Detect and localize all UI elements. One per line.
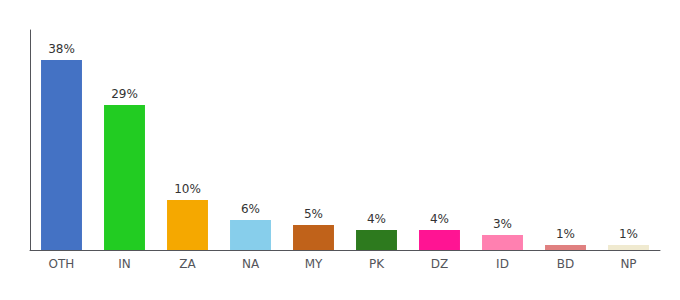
svg-text:MY: MY — [305, 257, 323, 271]
svg-text:BD: BD — [557, 257, 574, 271]
svg-text:29%: 29% — [111, 87, 138, 101]
svg-text:DZ: DZ — [431, 257, 448, 271]
svg-text:NA: NA — [242, 257, 260, 271]
svg-text:PK: PK — [369, 257, 385, 271]
svg-text:ID: ID — [496, 257, 509, 271]
svg-text:3%: 3% — [493, 217, 512, 231]
svg-text:10%: 10% — [174, 182, 201, 196]
svg-text:OTH: OTH — [49, 257, 75, 271]
svg-text:6%: 6% — [241, 202, 260, 216]
svg-text:NP: NP — [620, 257, 636, 271]
svg-text:38%: 38% — [48, 42, 75, 56]
svg-text:1%: 1% — [556, 227, 575, 241]
svg-text:ZA: ZA — [179, 257, 196, 271]
svg-text:1%: 1% — [619, 227, 638, 241]
svg-text:4%: 4% — [430, 212, 449, 226]
svg-text:4%: 4% — [367, 212, 386, 226]
svg-text:IN: IN — [118, 257, 131, 271]
svg-text:5%: 5% — [304, 207, 323, 221]
